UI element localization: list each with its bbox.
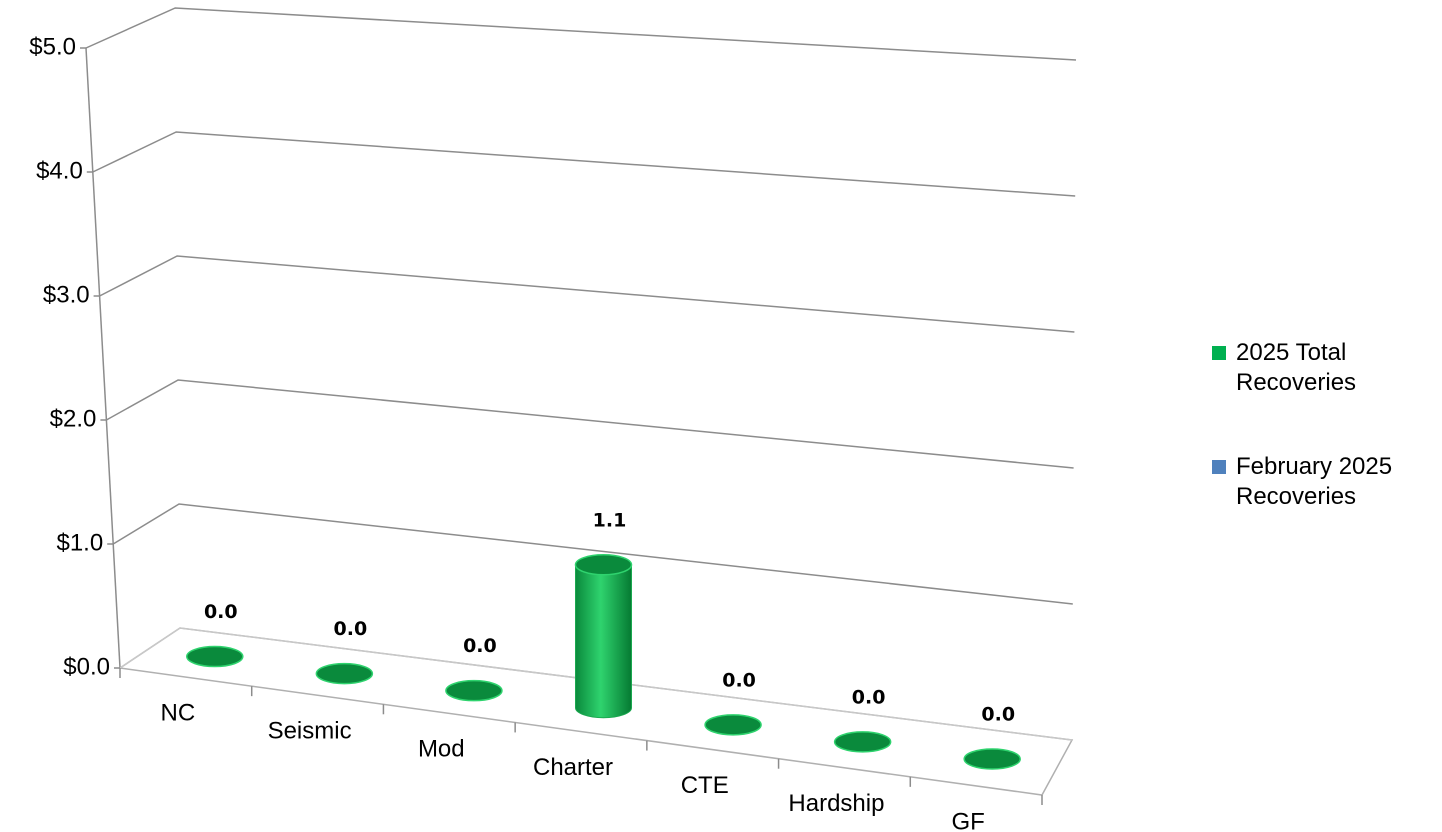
data-label: 0.0 bbox=[204, 601, 238, 623]
data-label: 0.0 bbox=[722, 669, 756, 691]
data-label: 0.0 bbox=[463, 635, 497, 657]
grid-line bbox=[106, 379, 1074, 469]
bar-top bbox=[186, 645, 244, 668]
x-tick-label: CTE bbox=[681, 772, 729, 799]
y-tick-label: $2.0 bbox=[50, 405, 97, 432]
legend-item: 2025 Total Recoveries bbox=[1212, 338, 1437, 398]
legend-label: 2025 Total Recoveries bbox=[1236, 339, 1357, 396]
bar bbox=[315, 662, 374, 685]
y-axis bbox=[85, 47, 121, 669]
bar bbox=[186, 645, 244, 668]
bar bbox=[574, 554, 633, 719]
grid-line bbox=[112, 503, 1073, 605]
x-tick-label: Mod bbox=[418, 736, 465, 763]
legend-swatch bbox=[1212, 346, 1226, 360]
bar bbox=[963, 748, 1021, 770]
x-tick-label: GF bbox=[951, 808, 984, 832]
y-tick-label: $0.0 bbox=[63, 653, 110, 680]
grid-line bbox=[99, 255, 1075, 333]
bar-top bbox=[445, 679, 503, 702]
y-tick-label: $5.0 bbox=[29, 33, 76, 60]
bar-top bbox=[704, 714, 762, 736]
bar-top bbox=[574, 554, 633, 576]
bar-top bbox=[315, 662, 374, 685]
legend-item: February 2025 Recoveries bbox=[1212, 452, 1437, 512]
legend-label: February 2025 Recoveries bbox=[1236, 453, 1393, 510]
y-tick-label: $4.0 bbox=[36, 157, 83, 184]
y-tick-label: $3.0 bbox=[43, 281, 90, 308]
data-label: 0.0 bbox=[334, 618, 368, 640]
bar bbox=[704, 714, 762, 736]
grid-line bbox=[92, 131, 1076, 197]
bar bbox=[445, 679, 503, 702]
grid-line bbox=[85, 7, 1077, 61]
x-tick-label: Charter bbox=[533, 754, 613, 781]
grid-line bbox=[119, 627, 1073, 741]
bar-body bbox=[575, 564, 632, 719]
data-label: 0.0 bbox=[852, 686, 886, 708]
y-tick-label: $1.0 bbox=[56, 529, 103, 556]
data-label: 0.0 bbox=[981, 703, 1015, 725]
x-tick-label: Seismic bbox=[268, 718, 352, 745]
bar bbox=[833, 731, 892, 753]
legend-swatch bbox=[1212, 460, 1226, 474]
data-label: 1.1 bbox=[593, 509, 627, 531]
x-tick-label: NC bbox=[161, 699, 196, 726]
x-tick-label: Hardship bbox=[788, 790, 884, 817]
bar-top bbox=[963, 748, 1021, 770]
bar-top bbox=[833, 731, 892, 753]
